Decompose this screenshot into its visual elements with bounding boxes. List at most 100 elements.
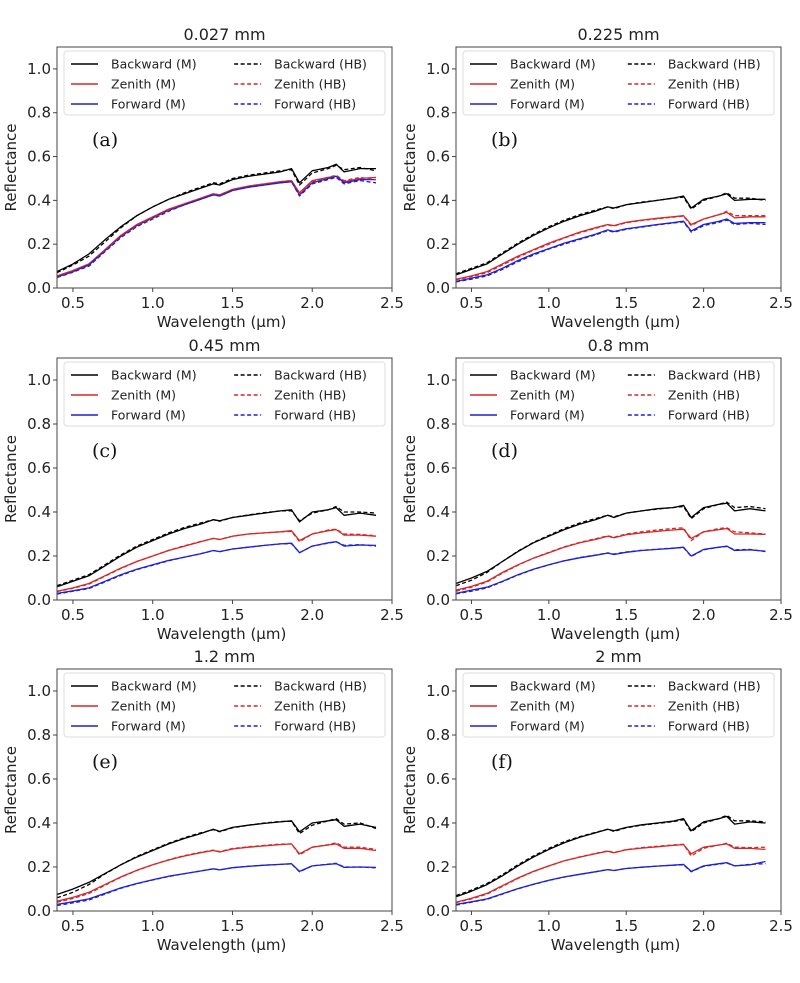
legend-entry-label: Backward (M) <box>510 57 596 72</box>
x-tick-label: 1.0 <box>537 606 561 624</box>
chart-title: 2 mm <box>595 647 641 666</box>
legend-entry-label: Backward (HB) <box>274 679 367 694</box>
legend: Backward (M) Zenith (M) Forward (M) Backwar… <box>462 50 775 116</box>
series-line-backward-hb <box>56 817 377 899</box>
x-tick-label: 1.5 <box>614 294 638 312</box>
legend-entry-label: Forward (M) <box>111 719 186 734</box>
legend-box <box>63 672 386 738</box>
series-line-forward-hb <box>56 176 377 279</box>
panel-label: (e) <box>92 751 118 773</box>
series-line-zenith-hb <box>56 528 377 593</box>
legend-entry-label: Zenith (HB) <box>668 699 740 714</box>
y-tick-label: 0.0 <box>426 902 450 920</box>
x-tick-label: 2.0 <box>300 917 324 935</box>
legend: Backward (M) Zenith (M) Forward (M) Backwar… <box>63 672 386 738</box>
y-tick-label: 0.6 <box>426 459 450 477</box>
series-group <box>56 163 377 279</box>
y-tick-label: 0.6 <box>27 148 51 166</box>
legend-box <box>63 361 386 427</box>
x-tick-label: 2.0 <box>692 917 716 935</box>
axes-frame <box>455 668 782 912</box>
x-tick-label: 2.5 <box>769 917 793 935</box>
axes-frame <box>455 357 782 601</box>
axes-frame <box>56 668 393 912</box>
x-tick-label: 1.5 <box>221 917 245 935</box>
series-line-zenith-hb <box>455 527 766 592</box>
series-line-forward-m <box>56 175 376 278</box>
chart-title: 0.225 mm <box>577 25 659 44</box>
legend-box <box>462 361 775 427</box>
series-line-backward-hb <box>56 164 377 274</box>
legend: Backward (M) Zenith (M) Forward (M) Backwar… <box>462 361 775 427</box>
x-tick-label: 0.5 <box>460 294 484 312</box>
y-tick-label: 0.4 <box>426 191 450 209</box>
x-tick-label: 1.0 <box>141 917 165 935</box>
x-tick-label: 2.5 <box>769 606 793 624</box>
series-line-forward-m <box>455 860 766 906</box>
series-group <box>455 501 766 595</box>
legend-entry-label: Backward (HB) <box>668 57 761 72</box>
x-tick-label: 0.5 <box>61 917 85 935</box>
series-line-zenith-m <box>56 175 377 277</box>
series-line-backward-m <box>455 815 766 898</box>
y-tick-label: 0.8 <box>426 726 450 744</box>
series-line-backward-hb <box>56 505 377 587</box>
legend-entry-label: Forward (M) <box>510 97 585 112</box>
legend-entry-label: Backward (M) <box>510 368 596 383</box>
x-tick-label: 2.0 <box>300 606 324 624</box>
y-tick-label: 1.0 <box>27 371 51 389</box>
x-tick-label: 2.0 <box>692 294 716 312</box>
legend-entry-label: Zenith (M) <box>111 699 176 714</box>
series-line-forward-hb <box>455 862 766 906</box>
series-line-backward-m <box>56 506 377 588</box>
legend-entry-label: Forward (HB) <box>274 719 356 734</box>
axes-frame <box>56 46 393 289</box>
chart-panel-c: 0.45 mm 0.5 1.0 1.5 2.0 2.5 0.0 0.2 0.4 0.6 0.8 1.0… <box>2 336 404 643</box>
legend-entry-label: Backward (M) <box>510 679 596 694</box>
chart-panel-a: 0.027 mm 0.5 1.0 1.5 2.0 2.5 0.0 0.2 0.4 0.6 0.8 1.… <box>2 25 404 331</box>
panel-label: (a) <box>92 129 118 151</box>
series-line-forward-hb <box>455 219 766 283</box>
legend-entry-label: Forward (M) <box>111 97 186 112</box>
series-line-backward-hb <box>455 814 766 897</box>
y-tick-label: 0.6 <box>426 148 450 166</box>
series-line-zenith-hb <box>455 842 766 904</box>
x-axis-label: Wavelength (µm) <box>157 625 287 643</box>
series-line-forward-hb <box>56 541 377 595</box>
y-tick-label: 1.0 <box>426 371 450 389</box>
y-axis-label: Reflectance <box>401 435 419 523</box>
panel-label: (f) <box>491 751 513 773</box>
y-tick-label: 0.8 <box>27 726 51 744</box>
y-tick-label: 0.2 <box>27 547 51 565</box>
x-tick-label: 0.5 <box>61 606 85 624</box>
legend-entry-label: Zenith (M) <box>111 77 176 92</box>
series-group <box>56 505 377 595</box>
legend-entry-label: Forward (HB) <box>668 408 750 423</box>
legend-entry-label: Backward (HB) <box>668 368 761 383</box>
x-tick-label: 1.0 <box>537 294 561 312</box>
y-tick-label: 0.8 <box>27 415 51 433</box>
series-line-zenith-hb <box>56 174 377 278</box>
series-line-backward-m <box>455 502 766 585</box>
legend: Backward (M) Zenith (M) Forward (M) Backwar… <box>63 50 386 116</box>
x-tick-label: 2.5 <box>380 917 404 935</box>
y-tick-label: 0.4 <box>27 814 51 832</box>
x-tick-label: 1.0 <box>141 606 165 624</box>
legend: Backward (M) Zenith (M) Forward (M) Backwar… <box>462 672 775 738</box>
x-tick-label: 2.0 <box>300 294 324 312</box>
legend-entry-label: Zenith (HB) <box>274 699 346 714</box>
series-line-zenith-hb <box>455 210 766 281</box>
y-tick-label: 0.8 <box>426 104 450 122</box>
y-tick-label: 1.0 <box>27 682 51 700</box>
y-tick-label: 0.8 <box>27 104 51 122</box>
x-axis-label: Wavelength (µm) <box>157 936 287 954</box>
y-tick-label: 1.0 <box>426 60 450 78</box>
legend-entry-label: Zenith (M) <box>510 388 575 403</box>
legend-entry-label: Forward (HB) <box>274 97 356 112</box>
x-axis-label: Wavelength (µm) <box>551 625 681 643</box>
legend-entry-label: Zenith (HB) <box>668 77 740 92</box>
y-tick-label: 0.4 <box>426 503 450 521</box>
x-axis-label: Wavelength (µm) <box>551 936 681 954</box>
y-tick-label: 0.4 <box>426 814 450 832</box>
